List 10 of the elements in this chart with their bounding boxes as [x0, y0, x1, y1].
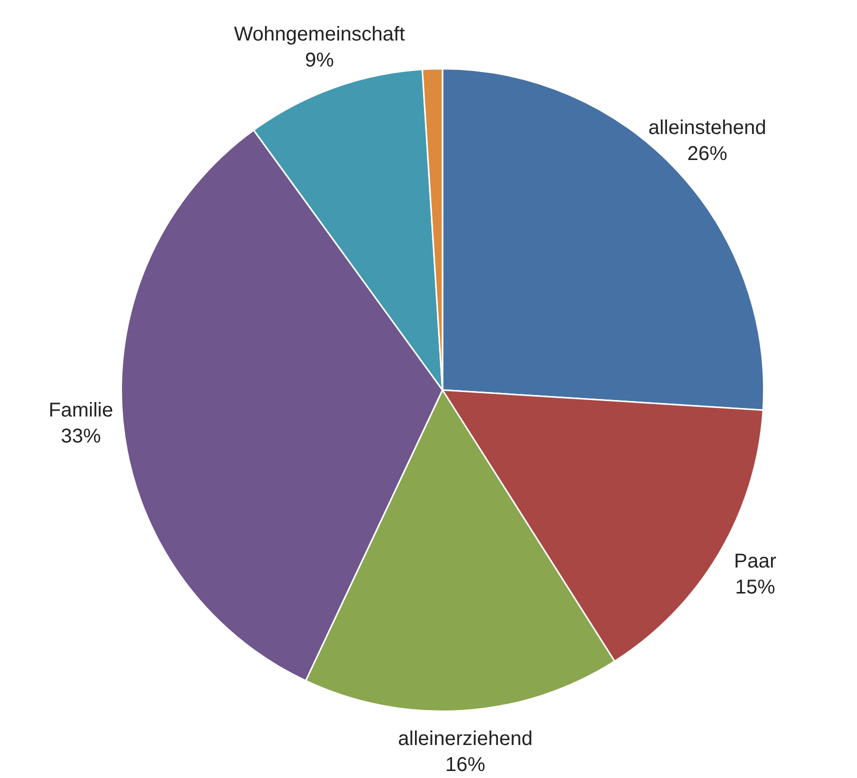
slice-label: Familie	[48, 400, 114, 422]
data-label: 15%	[735, 576, 776, 598]
slice-label: Paar	[734, 550, 777, 572]
slice-label: Wohngemeinschaft	[234, 24, 406, 46]
data-label: 26%	[687, 142, 728, 165]
slice-label: alleinerziehend	[398, 728, 533, 750]
data-label: 33%	[60, 426, 102, 448]
slice-label: alleinstehend	[648, 116, 766, 139]
data-label: 9%	[305, 50, 334, 72]
data-label: 16%	[445, 754, 486, 776]
